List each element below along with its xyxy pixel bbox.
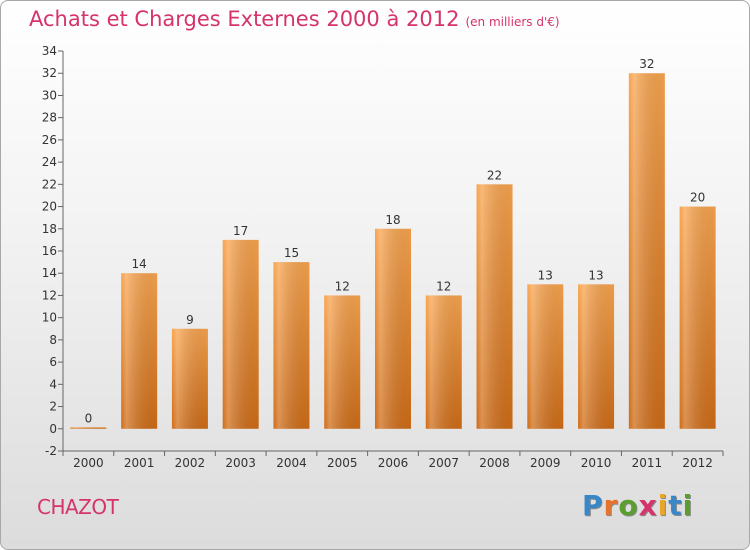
bar-shade (628, 73, 665, 429)
x-tick-label: 2012 (682, 456, 713, 470)
brand-letter: i (682, 489, 694, 522)
bar-shade (171, 328, 208, 429)
brand-letter: P (582, 489, 604, 522)
x-tick-label: 2010 (581, 456, 612, 470)
x-tick-label: 2005 (327, 456, 358, 470)
data-label: 12 (335, 279, 350, 293)
y-tick-label: 34 (42, 44, 57, 58)
bar-shade (375, 228, 411, 429)
chart-subtitle: (en milliers d'€) (465, 15, 560, 29)
brand-letter: o (618, 489, 639, 522)
y-tick-label: 20 (42, 200, 57, 214)
x-tick-label: 2000 (73, 456, 104, 470)
x-tick-label: 2004 (276, 456, 307, 470)
y-tick-label: 12 (42, 288, 57, 302)
data-label: 12 (436, 279, 451, 293)
chart-title: Achats et Charges Externes 2000 à 2012 (e… (29, 7, 560, 31)
bar-shade (70, 427, 107, 429)
data-label: 32 (639, 57, 654, 71)
y-tick-label: 8 (49, 333, 57, 347)
data-label: 20 (690, 191, 705, 205)
brand-logo: Proxiti (582, 489, 693, 522)
data-label: 13 (538, 268, 553, 282)
y-tick-label: 14 (42, 266, 57, 280)
bar-shade (578, 284, 615, 429)
y-tick-label: 10 (42, 311, 57, 325)
data-label: 18 (385, 213, 400, 227)
y-tick-label: 30 (42, 88, 57, 102)
y-tick-label: 22 (42, 177, 57, 191)
brand-letter: r (603, 489, 619, 522)
y-tick-label: 24 (42, 155, 57, 169)
bar-shade (425, 295, 462, 429)
bar-shade (273, 262, 310, 429)
brand-letter: t (668, 489, 683, 522)
y-tick-label: -2 (45, 444, 57, 458)
x-tick-label: 2008 (479, 456, 510, 470)
y-tick-label: 28 (42, 111, 57, 125)
place-name: CHAZOT (37, 495, 119, 519)
x-tick-label: 2009 (530, 456, 561, 470)
y-tick-label: 6 (49, 355, 57, 369)
bar-shade (121, 273, 158, 429)
x-tick-label: 2007 (428, 456, 459, 470)
y-tick-label: 32 (42, 66, 57, 80)
bar-shade (527, 284, 564, 429)
y-tick-label: 0 (49, 422, 57, 436)
y-tick-label: 16 (42, 244, 57, 258)
brand-letter: i (657, 489, 669, 522)
y-tick-label: 26 (42, 133, 57, 147)
x-tick-label: 2006 (378, 456, 409, 470)
data-label: 22 (487, 168, 502, 182)
chart-title-text: Achats et Charges Externes 2000 à 2012 (29, 7, 460, 31)
x-tick-label: 2003 (225, 456, 256, 470)
bar-shade (679, 206, 716, 429)
data-label: 15 (284, 246, 299, 260)
data-label: 9 (186, 313, 194, 327)
y-tick-label: 18 (42, 222, 57, 236)
bar-shade (222, 239, 259, 429)
y-tick-label: 4 (49, 377, 57, 391)
x-tick-label: 2001 (124, 456, 155, 470)
data-label: 14 (132, 257, 147, 271)
x-tick-label: 2011 (632, 456, 663, 470)
x-tick-label: 2002 (175, 456, 206, 470)
bar-shade (476, 184, 513, 429)
brand-letter: x (638, 489, 658, 522)
data-label: 13 (588, 268, 603, 282)
bar-shade (324, 295, 361, 429)
data-label: 0 (85, 411, 93, 425)
y-tick-label: 2 (49, 400, 57, 414)
data-label: 17 (233, 224, 248, 238)
